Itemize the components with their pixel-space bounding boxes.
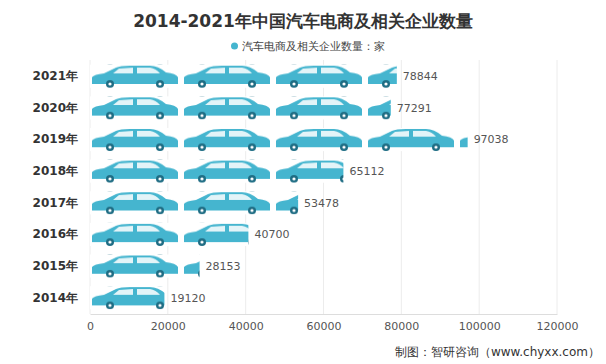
bar — [90, 223, 248, 246]
bars — [90, 65, 468, 310]
data-label: 97038 — [474, 133, 509, 146]
tick: 80000 — [384, 314, 419, 333]
tick: 40000 — [229, 314, 264, 333]
tick: 2021年 — [33, 69, 90, 83]
tick-label: 2014年 — [33, 291, 78, 305]
tick: 2019年 — [33, 132, 90, 146]
x-axis: 0 20000 40000 60000 80000 100000 120000 — [87, 314, 579, 333]
data-label: 65112 — [349, 165, 384, 178]
bar — [90, 255, 200, 278]
grid-line — [401, 60, 402, 314]
data-label: 40700 — [254, 228, 289, 241]
grid — [90, 60, 557, 314]
bar — [90, 65, 397, 88]
tick-label: 60000 — [307, 320, 342, 333]
tick: 100000 — [459, 314, 501, 333]
tick: 2017年 — [33, 196, 90, 210]
tick: 2020年 — [33, 101, 90, 115]
data-label: 78844 — [403, 70, 438, 83]
tick: 2016年 — [33, 227, 90, 241]
bar — [90, 286, 164, 309]
legend-marker — [231, 43, 238, 50]
tick-label: 40000 — [229, 320, 264, 333]
tick-label: 2020年 — [33, 101, 78, 115]
grid-line — [557, 60, 558, 314]
axis-line — [91, 314, 558, 315]
chart: 2014-2021年中国汽车电商及相关企业数量 0 20000 40000 60000 8… — [0, 0, 606, 364]
annotation: 制图：智研咨询（www.chyxx.com） — [395, 345, 600, 359]
bar — [90, 128, 468, 151]
tick: 0 — [87, 314, 94, 333]
legend: 汽车电商及相关企业数量：家 — [231, 40, 385, 53]
tick: 2018年 — [33, 164, 90, 178]
tick-label: 80000 — [384, 320, 419, 333]
tick-label: 100000 — [459, 320, 501, 333]
data-label: 28153 — [206, 260, 241, 273]
tick-label: 2019年 — [33, 132, 78, 146]
tick: 120000 — [537, 314, 579, 333]
tick-label: 0 — [87, 320, 94, 333]
legend-label: 汽车电商及相关企业数量：家 — [242, 40, 385, 53]
tick-label: 120000 — [537, 320, 579, 333]
tick: 20000 — [151, 314, 186, 333]
tick-label: 2017年 — [33, 196, 78, 210]
tick: 60000 — [307, 314, 342, 333]
bar — [90, 96, 391, 119]
y-axis: 2021年 2020年 2019年 2018年 2017年 2016年 2015年 2014年 — [33, 61, 91, 315]
tick: 2015年 — [33, 259, 90, 273]
tick-label: 2015年 — [33, 259, 78, 273]
grid-line — [479, 60, 480, 314]
title: 2014-2021年中国汽车电商及相关企业数量 — [133, 11, 473, 31]
tick-label: 20000 — [151, 320, 186, 333]
data-label: 19120 — [170, 292, 205, 305]
bar — [90, 191, 298, 214]
plot: 0200004000060000800001000001200002021年20… — [33, 60, 579, 333]
tick-label: 2016年 — [33, 227, 78, 241]
tick: 2014年 — [33, 291, 90, 305]
data-label: 53478 — [304, 197, 339, 210]
data-label: 77291 — [397, 102, 432, 115]
tick-label: 2021年 — [33, 69, 78, 83]
tick-label: 2018年 — [33, 164, 78, 178]
bar — [90, 160, 343, 183]
data-labels: 19120 28153 40700 53478 65112 97038 77291 78844 — [170, 70, 508, 304]
